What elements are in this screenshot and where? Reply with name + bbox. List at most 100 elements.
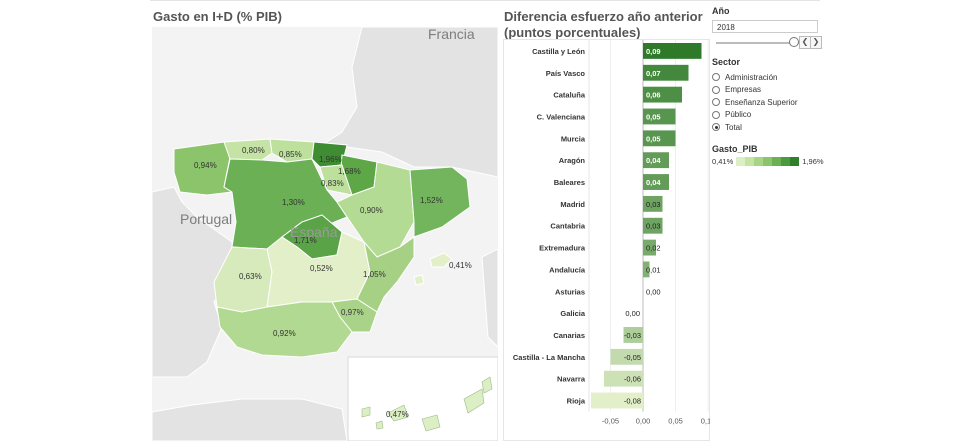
category-label: Castilla y León (532, 47, 585, 56)
radio-circle-icon[interactable] (712, 73, 720, 82)
year-filter-title: Año (712, 6, 730, 16)
value-label: -0,05 (624, 353, 641, 362)
region-baleares[interactable] (429, 252, 453, 268)
bar[interactable] (643, 130, 676, 147)
legend-swatches (736, 156, 800, 166)
bar[interactable] (591, 392, 643, 409)
bar[interactable] (604, 370, 643, 387)
value-label: 0,04 (646, 178, 661, 187)
canarias-gran-canaria[interactable] (421, 414, 441, 432)
value-madrid: 1,71% (294, 236, 317, 245)
x-tick-label: 0,00 (636, 416, 651, 425)
year-value-box[interactable]: 2018 (712, 20, 818, 33)
x-tick-label: 0,10 (701, 416, 710, 425)
canarias-la-palma[interactable] (361, 406, 371, 418)
category-label: Cantabria (550, 222, 585, 231)
value-label: 0,00 (646, 287, 661, 296)
legend-swatch (745, 156, 755, 166)
france-shape (320, 27, 498, 178)
bar[interactable] (643, 217, 663, 234)
radio-circle-icon[interactable] (712, 110, 720, 119)
legend-title: Gasto_PIB (712, 143, 758, 154)
value-label: 0,05 (646, 112, 661, 121)
value-cantabria: 0,85% (279, 150, 302, 159)
value-aragon: 0,90% (360, 206, 383, 215)
bar[interactable] (643, 261, 650, 278)
bar[interactable] (643, 108, 676, 125)
bar[interactable] (610, 348, 644, 365)
radio-circle-icon[interactable] (712, 123, 720, 132)
label-france: Francia (428, 27, 475, 42)
canarias-gomera[interactable] (375, 420, 384, 430)
year-slider-track[interactable] (716, 42, 802, 44)
value-cataluna: 1,52% (420, 196, 443, 205)
africa-shape (152, 398, 348, 441)
color-legend: 0,41% 1,96% (712, 156, 824, 166)
bar[interactable] (623, 327, 644, 343)
bar[interactable] (643, 174, 669, 190)
category-label: Asturias (555, 287, 585, 296)
category-label: Navarra (557, 375, 586, 384)
label-spain: España (290, 224, 338, 240)
value-label: 0,05 (646, 134, 661, 143)
category-label: Baleares (554, 178, 585, 187)
region-cataluna[interactable] (409, 166, 471, 238)
canarias-tenerife[interactable] (387, 404, 409, 422)
bar[interactable] (643, 239, 656, 256)
canarias-lanzarote[interactable] (481, 376, 493, 394)
value-label: -0,08 (624, 397, 641, 406)
bar[interactable] (643, 195, 663, 212)
value-castilla-leon: 1,30% (282, 198, 305, 207)
category-label: Castilla - La Mancha (513, 353, 586, 362)
map-title: Gasto en I+D (% PIB) (153, 9, 282, 24)
sector-option[interactable]: Administración (712, 71, 822, 84)
region-andalucia[interactable] (216, 301, 353, 358)
legend-max: 1,96% (802, 156, 824, 166)
value-extremadura: 0,63% (239, 272, 262, 281)
sector-option[interactable]: Enseñanza Superior (712, 96, 822, 109)
sector-option-label: Empresas (725, 85, 762, 95)
legend-swatch (781, 156, 791, 166)
value-canarias: 0,47% (386, 410, 409, 419)
x-tick-label: -0,05 (602, 416, 619, 425)
value-label: 0,04 (646, 156, 661, 165)
category-label: C. Valenciana (537, 112, 586, 121)
legend-swatch (790, 156, 800, 166)
value-andalucia: 0,92% (273, 329, 296, 338)
radio-circle-icon[interactable] (712, 98, 720, 107)
bar[interactable] (643, 43, 702, 59)
region-baleares-ibiza[interactable] (413, 274, 425, 286)
region-valenciana[interactable] (356, 236, 415, 313)
value-label: 0,09 (646, 47, 661, 56)
sector-option[interactable]: Empresas (712, 84, 822, 97)
spain-map[interactable]: Francia Portugal España 0,94% 0,80% 0,85… (152, 27, 498, 441)
legend-swatch (754, 156, 764, 166)
category-label: Murcia (561, 134, 586, 143)
value-label: -0,03 (624, 331, 641, 340)
value-label: 0,02 (646, 244, 661, 253)
canarias-fuerteventura[interactable] (463, 388, 485, 414)
bar[interactable] (643, 86, 682, 103)
bar[interactable] (643, 64, 689, 81)
value-rioja: 0,83% (321, 179, 344, 188)
radio-circle-icon[interactable] (712, 85, 720, 94)
sector-option[interactable]: Total (712, 121, 822, 134)
value-navarra: 1,68% (338, 167, 361, 176)
bar-chart-panel[interactable]: -0,05 0,00 0,05 0,10 Castilla y León 0,09 País… (503, 39, 710, 441)
region-asturias[interactable] (223, 138, 273, 161)
sector-option[interactable]: Público (712, 109, 822, 122)
year-slider[interactable]: ❮ ❯ (712, 35, 822, 51)
sector-option-label: Enseñanza Superior (725, 97, 798, 107)
bar-chart[interactable]: -0,05 0,00 0,05 0,10 Castilla y León 0,09 País… (503, 39, 710, 441)
bar[interactable] (643, 152, 669, 169)
value-label: 0,01 (646, 265, 661, 274)
category-label: Galicia (560, 309, 585, 318)
sector-option-label: Administración (725, 72, 778, 82)
category-label: Cataluña (553, 91, 586, 100)
year-slider-thumb[interactable] (789, 37, 799, 47)
year-next-icon[interactable]: ❯ (810, 36, 822, 49)
category-label: Aragón (559, 156, 586, 165)
map-panel[interactable]: Francia Portugal España 0,94% 0,80% 0,85… (152, 27, 498, 441)
category-label: Andalucía (549, 265, 586, 274)
year-prev-icon[interactable]: ❮ (799, 36, 811, 49)
